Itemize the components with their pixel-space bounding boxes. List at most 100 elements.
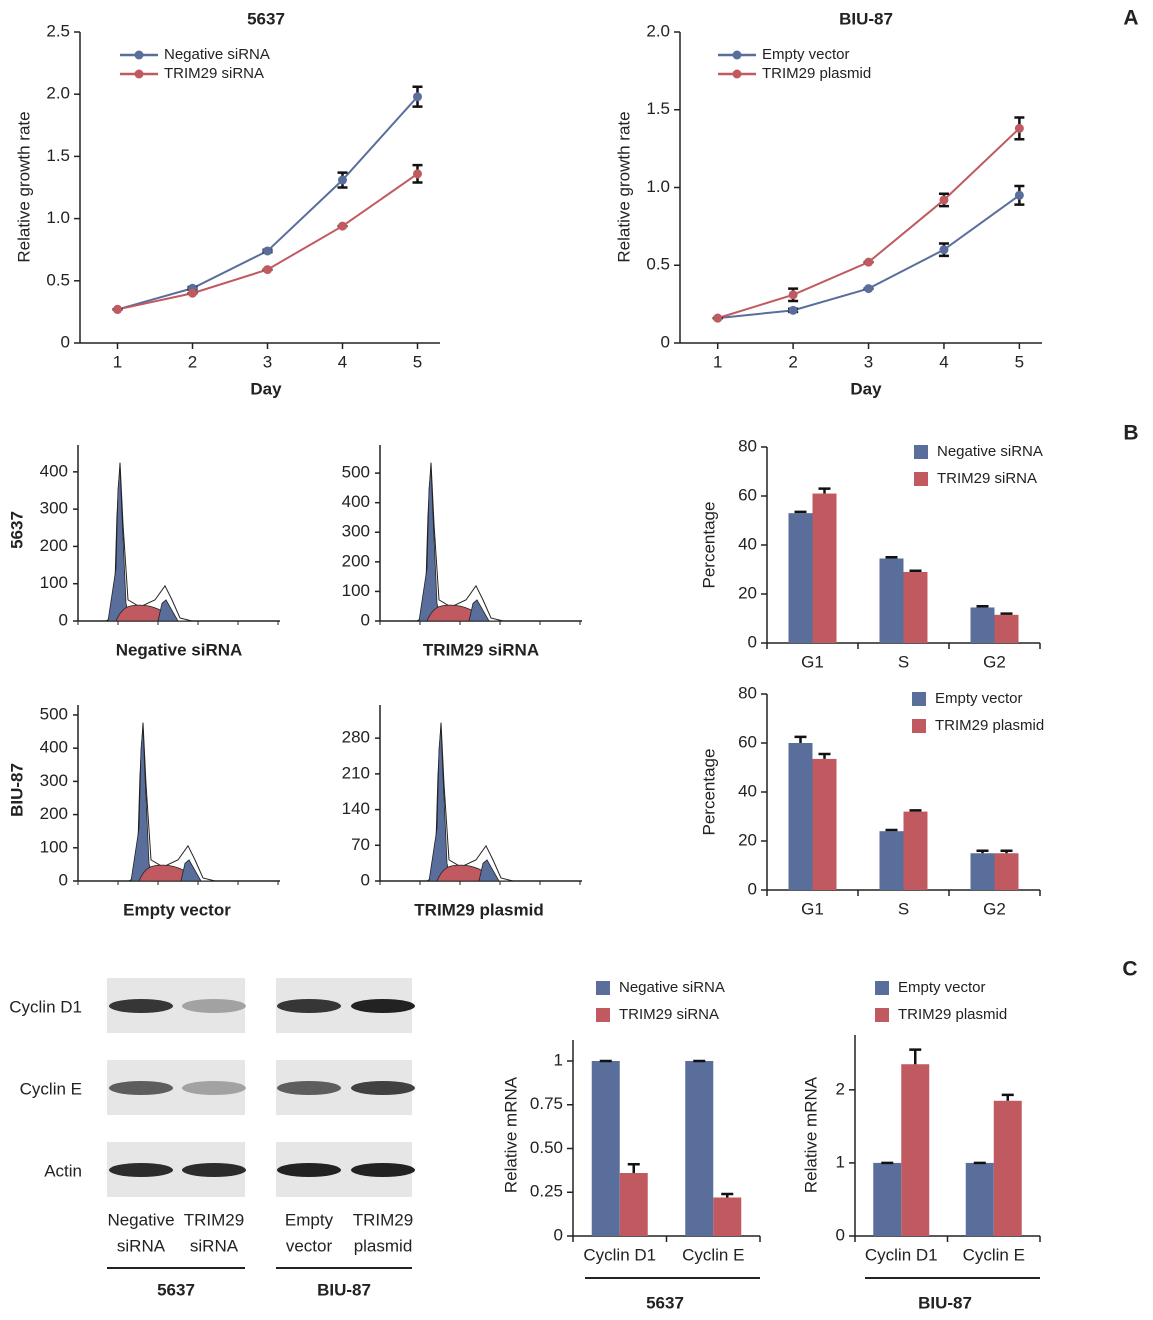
legend-swatch (596, 981, 610, 995)
bar (994, 614, 1019, 643)
bar (788, 513, 813, 643)
legend-label: TRIM29 siRNA (619, 1006, 719, 1023)
legend-label: Empty vector (935, 690, 1023, 707)
y-tick-label: 1.5 (646, 99, 670, 118)
y-axis-label: Relative growth rate (614, 111, 633, 262)
panel-label: B (1123, 422, 1138, 445)
y-tick-label: 0 (59, 870, 68, 889)
y-tick-label: 100 (40, 837, 68, 856)
x-tick-label: 1 (713, 352, 722, 371)
y-tick-label: 0 (361, 610, 370, 629)
x-tick-label: 1 (113, 352, 122, 371)
y-tick-label: 200 (342, 551, 370, 570)
panel-label: A (1123, 7, 1138, 30)
error-bar (794, 510, 807, 514)
legend-label: TRIM29 plasmid (935, 717, 1044, 734)
x-tick-label: G2 (983, 652, 1006, 671)
y-tick-label: 0 (661, 332, 670, 351)
data-point (1014, 190, 1024, 200)
data-point (864, 284, 874, 294)
x-tick-label: 5 (413, 352, 422, 371)
legend-swatch (912, 692, 926, 706)
x-tick-label: Cyclin D1 (865, 1245, 938, 1264)
error-bar (818, 487, 831, 494)
blot-band (109, 1081, 173, 1095)
y-tick-label: 2.0 (646, 21, 670, 40)
bar (994, 853, 1019, 890)
bar (965, 1162, 994, 1236)
error-bar (885, 828, 898, 832)
histogram-label: TRIM29 plasmid (414, 900, 543, 919)
y-axis-label: Relative mRNA (501, 1076, 520, 1193)
y-tick-label: 0.25 (530, 1182, 563, 1201)
y-tick-label: 280 (342, 728, 370, 747)
y-tick-label: 0.5 (646, 255, 670, 274)
x-tick-label: Cyclin E (963, 1245, 1025, 1264)
error-bar (909, 569, 922, 572)
series-line (117, 96, 419, 311)
lane-label: plasmid (354, 1236, 413, 1255)
g2-peak (468, 599, 490, 622)
blot-band (182, 1163, 246, 1177)
data-point (263, 246, 272, 256)
x-tick-label: 4 (338, 352, 347, 371)
y-tick-label: 20 (738, 830, 757, 849)
y-axis-label: Percentage (699, 749, 718, 836)
lane-label: vector (286, 1236, 333, 1255)
y-tick-label: 80 (738, 436, 757, 455)
legend-marker (134, 69, 144, 79)
data-point (413, 169, 422, 179)
bar (873, 1162, 902, 1236)
data-point (338, 221, 347, 231)
error-bar (909, 1048, 922, 1065)
legend-marker (732, 69, 742, 79)
x-tick-label: Cyclin D1 (583, 1245, 656, 1264)
y-tick-label: 0 (748, 879, 757, 898)
legend-marker (732, 50, 742, 60)
legend-swatch (912, 719, 926, 733)
legend-swatch (875, 1008, 889, 1022)
x-tick-label: G1 (801, 899, 824, 918)
lane-label: Negative (107, 1210, 174, 1229)
group-label: BIU-87 (317, 1280, 371, 1299)
data-point (788, 290, 798, 300)
panel-label: C (1122, 958, 1137, 981)
g2-peak (478, 859, 500, 882)
x-axis-label: BIU-87 (918, 1293, 972, 1312)
data-point (188, 288, 197, 298)
y-tick-label: 2.5 (46, 21, 70, 40)
error-bar (818, 752, 831, 759)
data-point (939, 195, 949, 205)
data-point (1014, 123, 1024, 133)
bar (879, 831, 904, 890)
row-label: Actin (44, 1161, 82, 1180)
legend-label: TRIM29 siRNA (164, 65, 264, 82)
x-tick-label: 3 (263, 352, 272, 371)
error-bar (976, 849, 989, 854)
y-tick-label: 40 (738, 534, 757, 553)
y-tick-label: 40 (738, 781, 757, 800)
y-tick-label: 500 (40, 704, 68, 723)
legend-swatch (914, 472, 928, 486)
lane-label: siRNA (117, 1236, 166, 1255)
x-tick-label: G2 (983, 899, 1006, 918)
histogram-label: TRIM29 siRNA (423, 640, 539, 659)
series-line (717, 194, 1020, 320)
bar (685, 1061, 714, 1236)
error-bar (794, 735, 807, 743)
y-tick-label: 140 (342, 799, 370, 818)
lane-label: TRIM29 (353, 1210, 413, 1229)
y-tick-label: 300 (40, 499, 68, 518)
error-bar (627, 1163, 640, 1173)
legend-label: Negative siRNA (164, 46, 270, 63)
x-tick-label: 5 (1015, 352, 1024, 371)
bar (812, 493, 837, 643)
error-bar (1000, 612, 1013, 615)
legend-marker (134, 50, 144, 60)
y-tick-label: 300 (40, 771, 68, 790)
y-tick-label: 0 (59, 610, 68, 629)
bar (970, 853, 995, 890)
x-tick-label: 3 (864, 352, 873, 371)
bar (901, 1064, 930, 1236)
blot-band (277, 1081, 341, 1095)
